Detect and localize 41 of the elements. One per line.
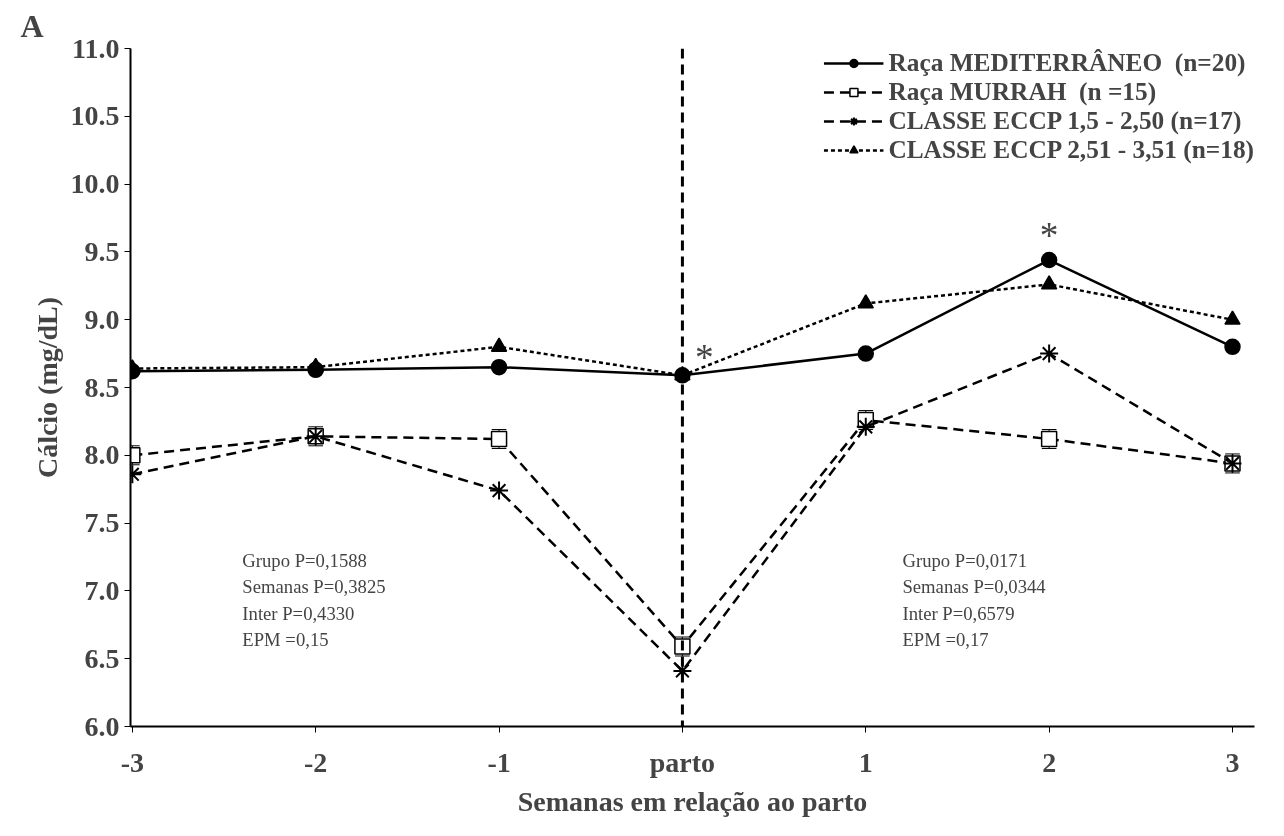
x-tick-label: 3 (1225, 746, 1240, 778)
y-tick-label: 6.0 (84, 710, 120, 742)
y-tick-label: 8.5 (84, 371, 120, 403)
x-tick-label: -2 (304, 746, 328, 778)
point (1224, 338, 1241, 356)
point (857, 294, 875, 309)
y-tick-label: 7.5 (84, 507, 120, 539)
point (490, 358, 508, 376)
y-tick-label: 7.0 (84, 574, 120, 606)
annotation: * (695, 337, 714, 379)
text: A (20, 7, 44, 44)
point (1224, 310, 1241, 325)
x-tick-label: 1 (858, 746, 873, 778)
y-axis-title: Cálcio (mg/dL) (31, 296, 63, 479)
point (1039, 343, 1060, 364)
y-tick-label: 10.5 (70, 100, 120, 132)
x-axis-title: Semanas em relação ao parto (517, 785, 868, 817)
point (489, 480, 510, 501)
annotation: * (1039, 215, 1059, 257)
x-tick-label: 2 (1042, 746, 1057, 778)
legend-label: CLASSE ECCP 1,5 - 2,50 (n=17) (888, 106, 1242, 135)
legend-label: Raça MEDITERRÂNEO (n=20) (888, 48, 1246, 77)
y-tick-label: 9.0 (84, 303, 120, 335)
point (1040, 275, 1058, 290)
y-tick-label: 10.0 (70, 168, 120, 200)
x-tick-label: -1 (487, 746, 511, 778)
legend-label: CLASSE ECCP 2,51 - 3,51 (n=18) (888, 135, 1254, 164)
point (490, 337, 508, 352)
y-tick-label: 9.5 (84, 235, 120, 267)
y-tick-label: 11.0 (72, 32, 120, 64)
point (855, 416, 876, 437)
y-tick-label: 6.5 (84, 642, 120, 674)
point (1040, 251, 1058, 269)
y-tick-label: 8.0 (84, 439, 120, 471)
point (857, 345, 875, 362)
annotation: Grupo P=0,1588 Semanas P=0,3825 Inter P=0,4330 EPM =0,15 (242, 550, 386, 650)
x-tick-label: parto (649, 746, 716, 778)
legend-label: Raça MURRAH (n =15) (888, 77, 1157, 106)
annotation: Grupo P=0,0171 Semanas P=0,0344 Inter P=0,6579 EPM =0,17 (902, 550, 1047, 650)
x-tick-label: -3 (120, 746, 144, 778)
point (307, 357, 324, 373)
